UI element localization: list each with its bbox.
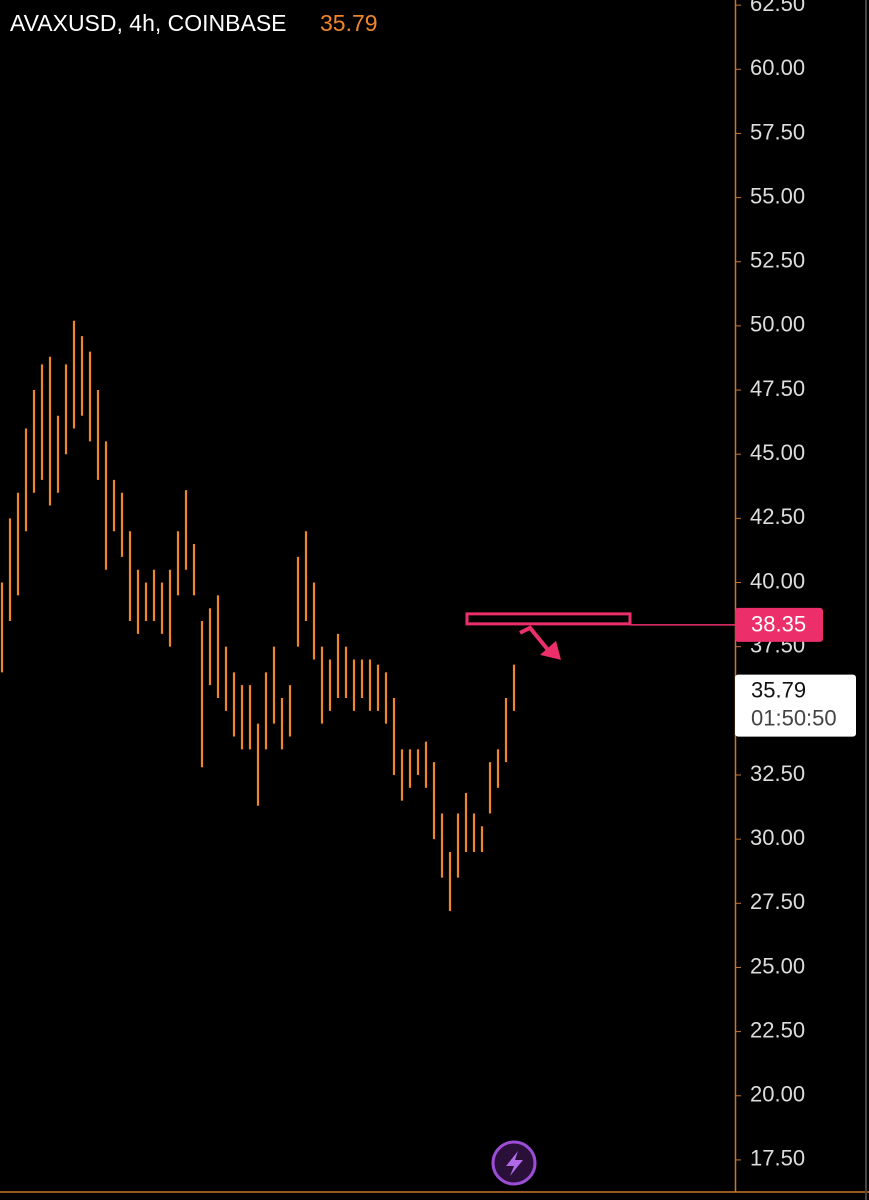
marker-box: [735, 607, 823, 642]
y-tick-label: 60.00: [750, 55, 805, 80]
y-tick-label: 47.50: [750, 376, 805, 401]
arrow: [519, 625, 550, 652]
y-tick-label: 52.50: [750, 248, 805, 273]
y-tick-label: 32.50: [750, 761, 805, 786]
y-tick-label: 22.50: [750, 1017, 805, 1042]
y-tick-label: 42.50: [750, 504, 805, 529]
lightning-button[interactable]: [491, 1140, 537, 1186]
y-tick-label: 40.00: [750, 568, 805, 593]
y-tick-label: 57.50: [750, 119, 805, 144]
last-price-label: 35.79: [751, 677, 806, 702]
marker-label: 38.35: [751, 612, 806, 637]
y-tick-label: 20.00: [750, 1082, 805, 1107]
y-tick-label: 55.00: [750, 183, 805, 208]
y-tick-label: 25.00: [750, 953, 805, 978]
y-tick-label: 50.00: [750, 312, 805, 337]
y-tick-label: 27.50: [750, 889, 805, 914]
last-price-box: [735, 674, 856, 737]
lightning-icon[interactable]: [506, 1151, 523, 1176]
zone-rect: [465, 612, 632, 626]
y-tick-label: 62.50: [750, 0, 805, 16]
y-tick-label: 30.00: [750, 825, 805, 850]
title-price: 35.79: [320, 10, 378, 36]
arrow-head: [540, 640, 561, 660]
y-tick-label: 45.00: [750, 440, 805, 465]
countdown: 01:50:50: [751, 705, 837, 730]
y-tick-label: 17.50: [750, 1146, 805, 1171]
symbol: AVAXUSD, 4h, COINBASE: [10, 10, 287, 36]
